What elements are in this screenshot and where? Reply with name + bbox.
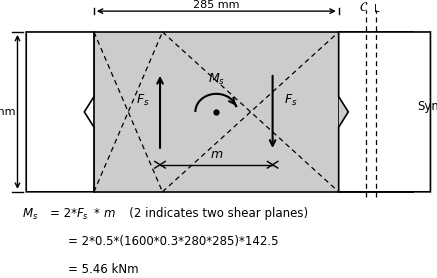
Text: $m$: $m$ [210, 148, 223, 160]
Text: = 2*: = 2* [50, 207, 77, 220]
Text: $F_s$: $F_s$ [76, 207, 89, 222]
Bar [94, 32, 339, 192]
Text: $F_s$: $F_s$ [135, 93, 149, 108]
Text: 285 mm: 285 mm [193, 0, 239, 10]
Polygon shape [339, 32, 430, 192]
Text: = 2*0.5*(1600*0.3*280*285)*142.5: = 2*0.5*(1600*0.3*280*285)*142.5 [68, 235, 278, 248]
Text: 280 mm: 280 mm [0, 107, 15, 117]
Text: $M_s$: $M_s$ [22, 207, 38, 222]
Text: $m$: $m$ [103, 207, 115, 220]
Text: *: * [94, 207, 100, 220]
Bar [339, 32, 413, 192]
Text: Symmetry: Symmetry [417, 100, 437, 113]
Text: $M_s$: $M_s$ [208, 72, 225, 87]
Text: $F_s$: $F_s$ [284, 93, 297, 108]
Text: L: L [375, 4, 380, 14]
Text: = 5.46 kNm: = 5.46 kNm [68, 263, 139, 276]
Polygon shape [26, 32, 94, 192]
Text: $\mathcal{C}$: $\mathcal{C}$ [359, 1, 369, 14]
Text: (2 indicates two shear planes): (2 indicates two shear planes) [118, 207, 308, 220]
